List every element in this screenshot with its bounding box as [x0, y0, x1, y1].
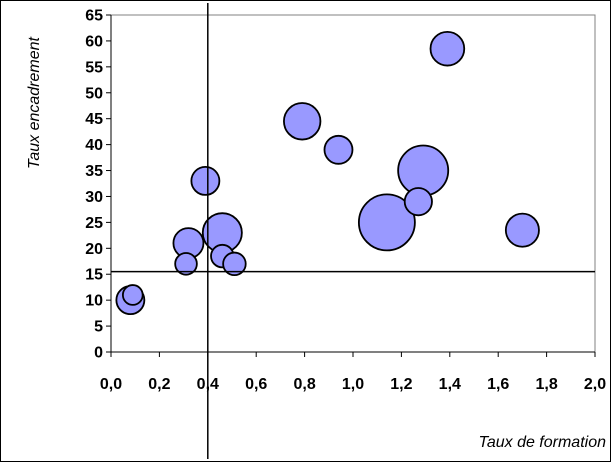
- bubble-layer: [115, 30, 540, 316]
- x-tick-label: 0,8: [293, 376, 315, 393]
- y-tick-label: 20: [85, 241, 103, 258]
- y-axis-title: Taux encadrement: [26, 36, 43, 168]
- x-tick-label: 0,0: [100, 376, 122, 393]
- x-tick-label: 1,0: [342, 376, 364, 393]
- y-tick-label: 40: [85, 137, 103, 154]
- y-tick-label: 60: [85, 33, 103, 50]
- y-tick-label: 5: [94, 319, 103, 336]
- x-tick-label: 0,2: [148, 376, 170, 393]
- bubble: [174, 252, 198, 276]
- x-tick-label: 1,2: [390, 376, 412, 393]
- y-tick-label: 0: [94, 345, 103, 362]
- x-axis-ticks: 0,0 0,2 0,4 0,6 0,8 1,0 1,2 1,4 1,6 1,8 2,0: [100, 352, 606, 393]
- x-tick-label: 1,6: [487, 376, 509, 393]
- y-tick-label: 35: [85, 163, 103, 180]
- y-axis-ticks: 0 5 10 15 20 25 30 35 40 45 50 55 60 65: [85, 8, 111, 362]
- bubble: [283, 102, 322, 141]
- y-tick-label: 10: [85, 293, 103, 310]
- y-tick-label: 45: [85, 111, 103, 128]
- y-tick-label: 50: [85, 85, 103, 102]
- x-tick-label: 0,4: [197, 376, 219, 393]
- plot-area: [110, 14, 596, 353]
- bubble: [222, 251, 247, 277]
- x-tick-label: 0,6: [245, 376, 267, 393]
- y-tick-label: 25: [85, 215, 103, 232]
- bubble: [504, 212, 540, 248]
- x-tick-label: 1,4: [439, 376, 461, 393]
- bubble: [121, 284, 144, 306]
- x-axis-title: Taux de formation: [479, 434, 607, 451]
- y-tick-label: 30: [85, 189, 103, 206]
- x-tick-label: 2,0: [584, 376, 606, 393]
- bubble: [190, 166, 221, 196]
- bubble: [429, 30, 466, 67]
- bubble: [323, 134, 354, 165]
- x-tick-label: 1,8: [535, 376, 557, 393]
- y-tick-label: 55: [85, 59, 103, 76]
- y-tick-label: 15: [85, 267, 103, 284]
- y-tick-label: 65: [85, 8, 103, 25]
- bubble: [403, 187, 433, 217]
- bubble: [357, 193, 416, 252]
